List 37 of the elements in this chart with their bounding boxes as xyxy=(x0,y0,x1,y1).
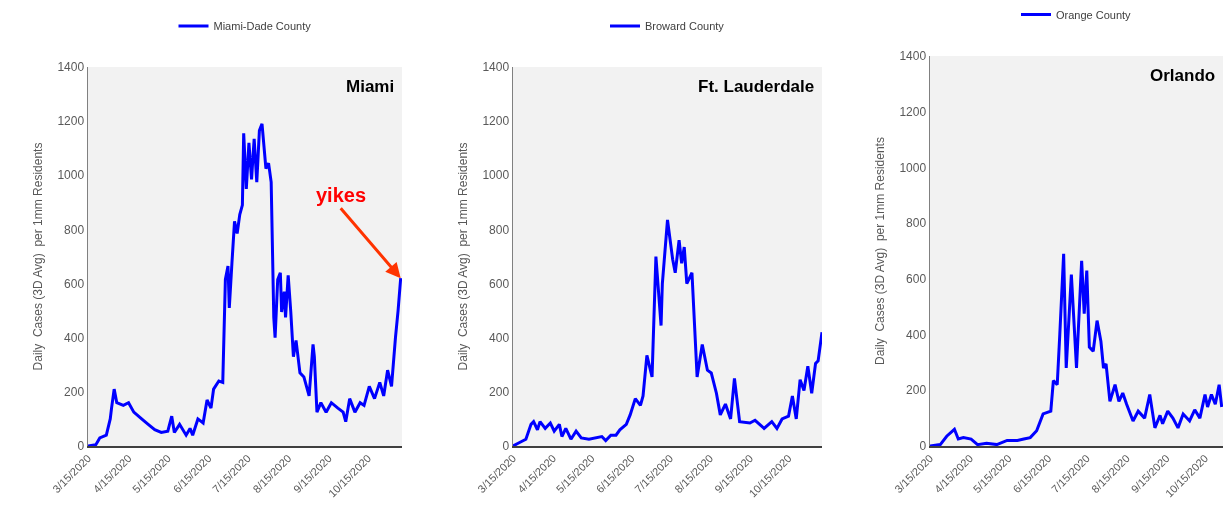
y-tick-label: 600 xyxy=(489,276,510,291)
y-tick-label: 800 xyxy=(489,222,510,237)
line-series xyxy=(88,122,402,446)
annotation: yikes xyxy=(316,184,367,206)
line-series xyxy=(513,218,822,446)
y-tick-label: 1200 xyxy=(899,104,927,119)
text: Ft. Lauderdale xyxy=(698,77,815,96)
y-tick-label: 1200 xyxy=(482,114,510,129)
legend-label: Broward County xyxy=(645,20,725,33)
y-tick-label: 1400 xyxy=(482,60,510,75)
y-axis-title: Daily Cases (3D Avg) per 1mm Residents xyxy=(872,137,887,365)
y-tick-label: 600 xyxy=(906,272,927,287)
y-tick-label: 800 xyxy=(906,216,927,231)
y-axis-title: Daily Cases (3D Avg) per 1mm Residents xyxy=(455,142,470,371)
y-tick-label: 200 xyxy=(489,385,510,400)
y-tick-label: 200 xyxy=(64,385,85,400)
y-tick-label: 1000 xyxy=(482,168,510,183)
y-tick-label: 400 xyxy=(64,330,85,345)
y-tick-label: 1400 xyxy=(57,60,85,75)
legend-label: Orange County xyxy=(1056,8,1132,21)
y-tick-label: 1000 xyxy=(57,168,85,183)
y-axis-title: Daily Cases (3D Avg) per 1mm Residents xyxy=(30,142,45,371)
text: Orlando xyxy=(1150,66,1216,85)
line-series xyxy=(930,252,1223,446)
y-tick-label: 1000 xyxy=(899,160,927,175)
text: Miami xyxy=(346,77,395,96)
y-tick-label: 800 xyxy=(64,222,85,237)
y-tick-label: 400 xyxy=(906,327,927,342)
y-tick-label: 0 xyxy=(77,439,85,454)
y-tick-label: 200 xyxy=(906,383,927,398)
legend-label: Miami-Dade County xyxy=(213,20,312,33)
y-tick-label: 600 xyxy=(64,276,85,291)
y-tick-label: 1200 xyxy=(57,114,85,129)
y-tick-label: 400 xyxy=(489,330,510,345)
y-tick-label: 0 xyxy=(919,439,927,454)
y-tick-label: 0 xyxy=(502,439,510,454)
y-tick-label: 1400 xyxy=(899,49,927,64)
